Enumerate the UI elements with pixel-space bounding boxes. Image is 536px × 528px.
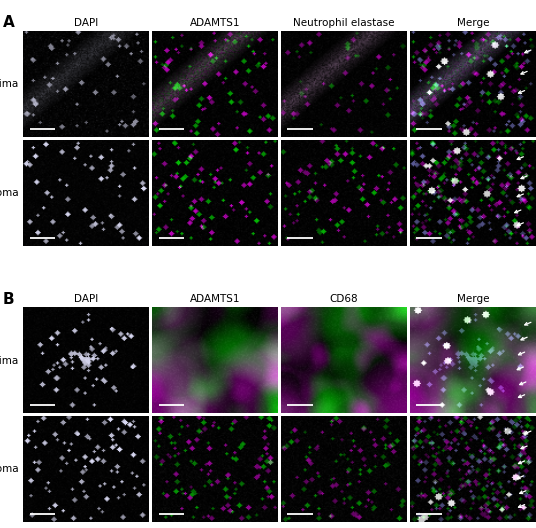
Text: A: A [3,15,15,31]
Text: Intima: Intima [0,79,19,89]
Text: DAPI: DAPI [74,294,98,304]
Text: Merge: Merge [457,294,489,304]
Text: Hematoma: Hematoma [0,188,19,198]
Text: DAPI: DAPI [74,18,98,28]
Text: Hematoma: Hematoma [0,465,19,475]
Text: ADAMTS1: ADAMTS1 [190,18,241,28]
Text: Intima: Intima [0,356,19,365]
Text: ADAMTS1: ADAMTS1 [190,294,241,304]
Text: B: B [3,292,14,307]
Text: CD68: CD68 [330,294,359,304]
Text: Neutrophil elastase: Neutrophil elastase [293,18,395,28]
Text: Merge: Merge [457,18,489,28]
